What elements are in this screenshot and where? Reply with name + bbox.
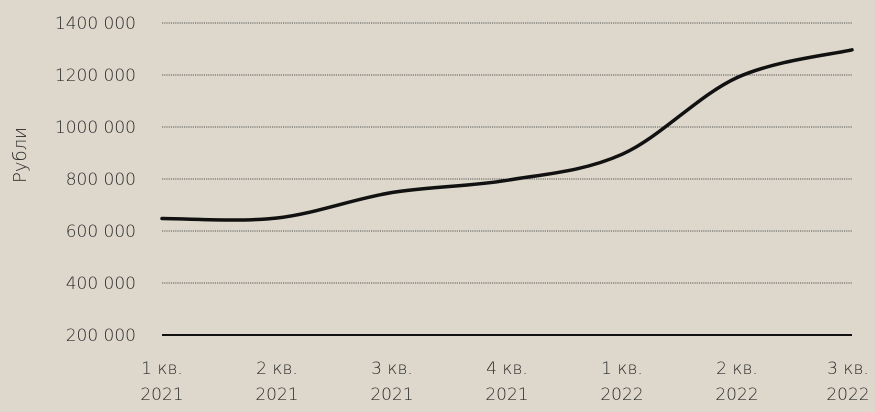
data-point: [735, 76, 739, 80]
data-point: [850, 48, 854, 52]
x-tick-label: 2 кв. 2022: [715, 359, 758, 405]
y-tick-label: 1200 000: [55, 66, 136, 86]
x-tick-labels: 1 кв. 2021 2 кв. 2021 3 кв. 2021 4 кв. 2021 1 кв…: [140, 359, 869, 405]
data-point: [505, 178, 509, 182]
y-tick-label: 400 000: [66, 274, 136, 294]
x-tick-label: 3 кв. 2022: [826, 359, 869, 405]
x-tick-label: 1 кв. 2021: [140, 359, 183, 405]
y-tick-label: 1000 000: [55, 118, 136, 138]
x-tick-label: 1 кв. 2022: [600, 359, 643, 405]
y-tick-labels: 200 000 400 000 600 000 800 000 1000 000 1200…: [55, 14, 136, 346]
data-point: [620, 152, 624, 156]
data-point: [390, 191, 394, 195]
gridlines: [162, 22, 852, 284]
y-tick-label: 600 000: [66, 222, 136, 242]
series-line: [160, 48, 854, 222]
y-tick-label: 1400 000: [55, 14, 136, 34]
data-point: [275, 216, 279, 220]
x-tick-label: 2 кв. 2021: [255, 359, 298, 405]
data-point: [160, 217, 164, 221]
x-tick-label: 3 кв. 2021: [370, 359, 413, 405]
x-tick-label: 4 кв. 2021: [485, 359, 528, 405]
y-axis-title: Рубли: [10, 127, 31, 183]
y-tick-label: 200 000: [66, 326, 136, 346]
y-tick-label: 800 000: [66, 170, 136, 190]
